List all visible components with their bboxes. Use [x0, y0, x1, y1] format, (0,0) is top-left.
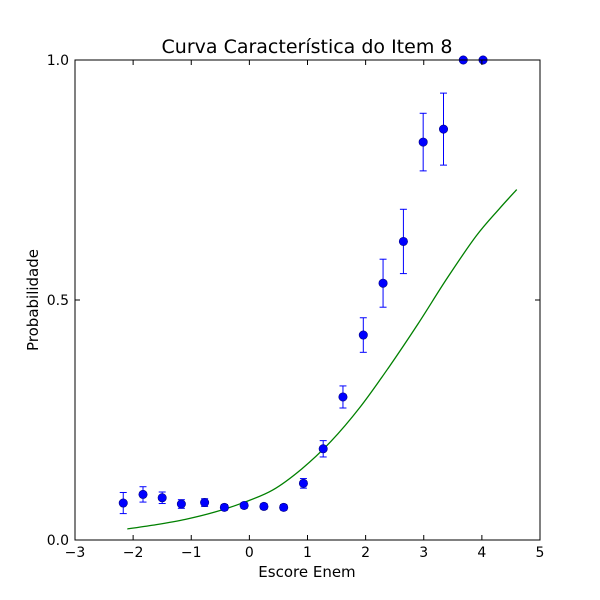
- data-point: [176, 499, 186, 509]
- data-point: [259, 501, 269, 511]
- x-tick-label: −1: [181, 545, 202, 561]
- y-axis-label: Probabilidade: [24, 249, 42, 351]
- data-point: [219, 502, 229, 512]
- chart-title: Curva Característica do Item 8: [162, 36, 453, 58]
- x-tick-label: 1: [303, 545, 312, 561]
- fitted-curve: [127, 189, 518, 530]
- x-tick-label: −3: [65, 545, 86, 561]
- data-point: [318, 444, 328, 454]
- plot-background: [75, 60, 540, 540]
- x-tick-label: 5: [536, 545, 545, 561]
- plot-area: [74, 55, 541, 541]
- data-point: [298, 478, 308, 488]
- x-tick-label: −2: [123, 545, 144, 561]
- x-tick-label: 2: [361, 545, 370, 561]
- data-point: [338, 392, 348, 402]
- x-tick-label: 0: [245, 545, 254, 561]
- x-axis: −3 −2 −1 0 1 2 3 4 5: [65, 60, 545, 561]
- x-tick-label: 3: [419, 545, 428, 561]
- data-point: [118, 498, 128, 508]
- y-axis: 0.0 0.5 1.0: [47, 53, 540, 549]
- data-point: [418, 137, 428, 147]
- y-tick-label: 1.0: [47, 53, 69, 69]
- data-point: [157, 493, 167, 503]
- x-axis-label: Escore Enem: [258, 563, 355, 581]
- y-tick-label: 0.0: [47, 533, 69, 549]
- x-tick-label: 4: [477, 545, 486, 561]
- data-point: [279, 502, 289, 512]
- y-tick-label: 0.5: [47, 293, 69, 309]
- data-point: [439, 124, 449, 134]
- data-point: [200, 498, 210, 508]
- data-point: [239, 500, 249, 510]
- data-point: [398, 236, 408, 246]
- data-point: [378, 278, 388, 288]
- data-point: [138, 489, 148, 499]
- data-point: [358, 330, 368, 340]
